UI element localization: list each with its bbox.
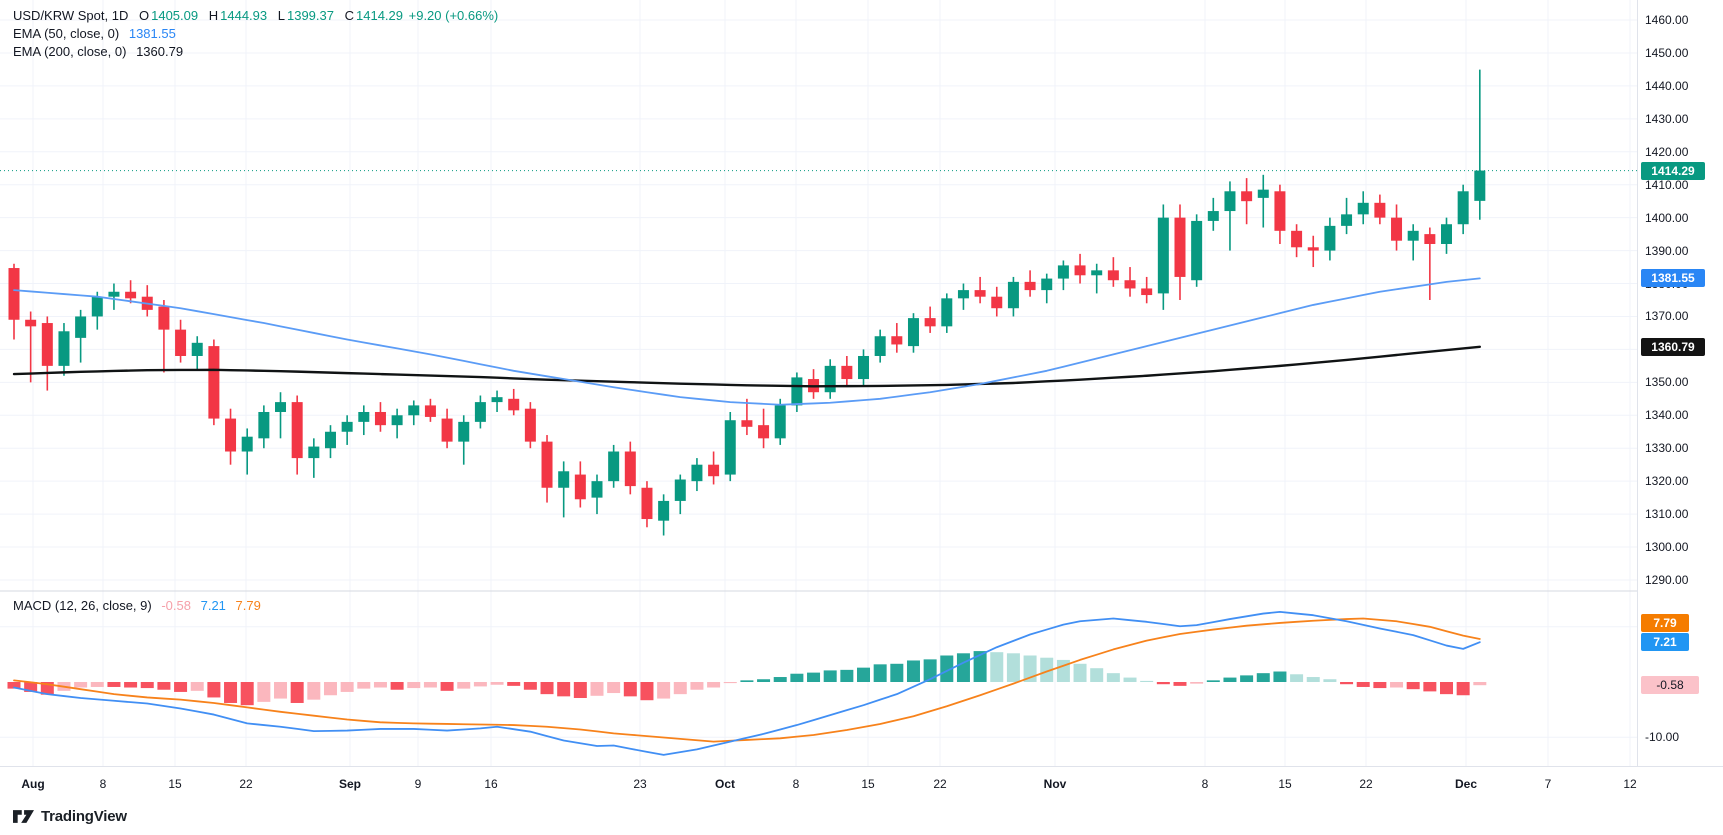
change-value: +9.20 (+0.66%): [408, 8, 499, 23]
ema200-legend[interactable]: EMA (200, close, 0) 1360.79: [13, 43, 183, 61]
price-tick-label: 1300.00: [1645, 540, 1689, 555]
macd-hist-badge: -0.58: [1641, 676, 1699, 695]
time-tick-label: 15: [861, 777, 875, 791]
last-price-badge: 1414.29: [1641, 161, 1705, 180]
price-tick-label: 1430.00: [1645, 111, 1689, 126]
macd-legend[interactable]: MACD (12, 26, close, 9) -0.58 7.21 7.79: [13, 597, 261, 615]
ema50-price-badge: 1381.55: [1641, 269, 1705, 288]
low-label: L: [277, 8, 285, 23]
price-tick-label: 1460.00: [1645, 13, 1689, 27]
ema50-value: 1381.55: [128, 26, 176, 41]
tradingview-logo[interactable]: TradingView: [13, 808, 127, 825]
price-tick-label: 1400.00: [1645, 210, 1689, 225]
price-tick-label: 1440.00: [1645, 78, 1689, 93]
time-tick-label: 16: [484, 777, 498, 791]
macd-line-value: 7.21: [200, 598, 226, 613]
price-tick-label: 1320.00: [1645, 474, 1689, 489]
time-tick-label: Oct: [714, 777, 736, 791]
ema200-price-badge: 1360.79: [1641, 337, 1705, 356]
high-value: 1444.93: [220, 8, 268, 23]
price-tick-label: 1370.00: [1645, 309, 1689, 324]
time-tick-label: Sep: [338, 777, 362, 791]
close-value: 1414.29: [356, 8, 403, 23]
price-tick-label: 1330.00: [1645, 441, 1689, 456]
open-label: O: [138, 8, 150, 23]
time-tick-label: 8: [1201, 777, 1209, 791]
ema50-legend[interactable]: EMA (50, close, 0) 1381.55: [13, 25, 176, 43]
price-axis[interactable]: 1460.00 1450.00 1440.00 1430.00 1420.00 1410.…: [1637, 0, 1723, 802]
price-tick-label: 1310.00: [1645, 507, 1689, 522]
time-tick-label: Nov: [1043, 777, 1067, 791]
price-tick-label: 1350.00: [1645, 375, 1689, 390]
time-tick-label: Aug: [21, 777, 45, 791]
time-tick-label: 8: [792, 777, 800, 791]
time-tick-label: Dec: [1454, 777, 1478, 791]
time-tick-label: 8: [99, 777, 107, 791]
time-tick-label: 22: [1359, 777, 1373, 791]
time-tick-label: 7: [1544, 777, 1552, 791]
macd-line-badge: 7.21: [1641, 633, 1689, 652]
low-value: 1399.37: [286, 8, 334, 23]
time-tick-label: 15: [1278, 777, 1292, 791]
price-tick-label: 1390.00: [1645, 243, 1689, 258]
macd-signal-value: 7.79: [235, 598, 261, 613]
time-tick-label: 9: [414, 777, 422, 791]
time-tick-label: 22: [933, 777, 947, 791]
tradingview-logo-icon: [13, 810, 34, 823]
time-tick-label: 22: [239, 777, 253, 791]
ema50-label: EMA (50, close, 0): [13, 26, 120, 41]
symbol-title[interactable]: USD/KRW Spot, 1D: [13, 8, 129, 23]
macd-hist-value: -0.58: [161, 598, 191, 613]
macd-tick-label: -10.00: [1645, 730, 1680, 745]
price-tick-label: 1290.00: [1645, 572, 1689, 587]
time-tick-label: 15: [168, 777, 182, 791]
price-tick-label: 1420.00: [1645, 144, 1689, 159]
ema200-value: 1360.79: [136, 44, 184, 59]
high-label: H: [208, 8, 219, 23]
time-axis[interactable]: Aug 8 15 22 Sep 9 16 23 Oct 8 15 22 Nov 8 15 22 Dec 7 12: [0, 766, 1723, 803]
macd-signal-badge: 7.79: [1641, 614, 1689, 633]
macd-label: MACD (12, 26, close, 9): [13, 598, 152, 613]
time-tick-label: 23: [633, 777, 647, 791]
ema200-label: EMA (200, close, 0): [13, 44, 127, 59]
price-tick-label: 1340.00: [1645, 408, 1689, 423]
open-value: 1405.09: [151, 8, 199, 23]
price-tick-label: 1410.00: [1645, 177, 1689, 192]
price-tick-label: 1450.00: [1645, 45, 1689, 60]
price-legend[interactable]: USD/KRW Spot, 1D O 1405.09 H 1444.93 L 1399…: [13, 7, 498, 25]
tradingview-logo-text: TradingView: [41, 808, 127, 825]
close-label: C: [344, 8, 354, 23]
time-tick-label: 12: [1623, 777, 1637, 791]
